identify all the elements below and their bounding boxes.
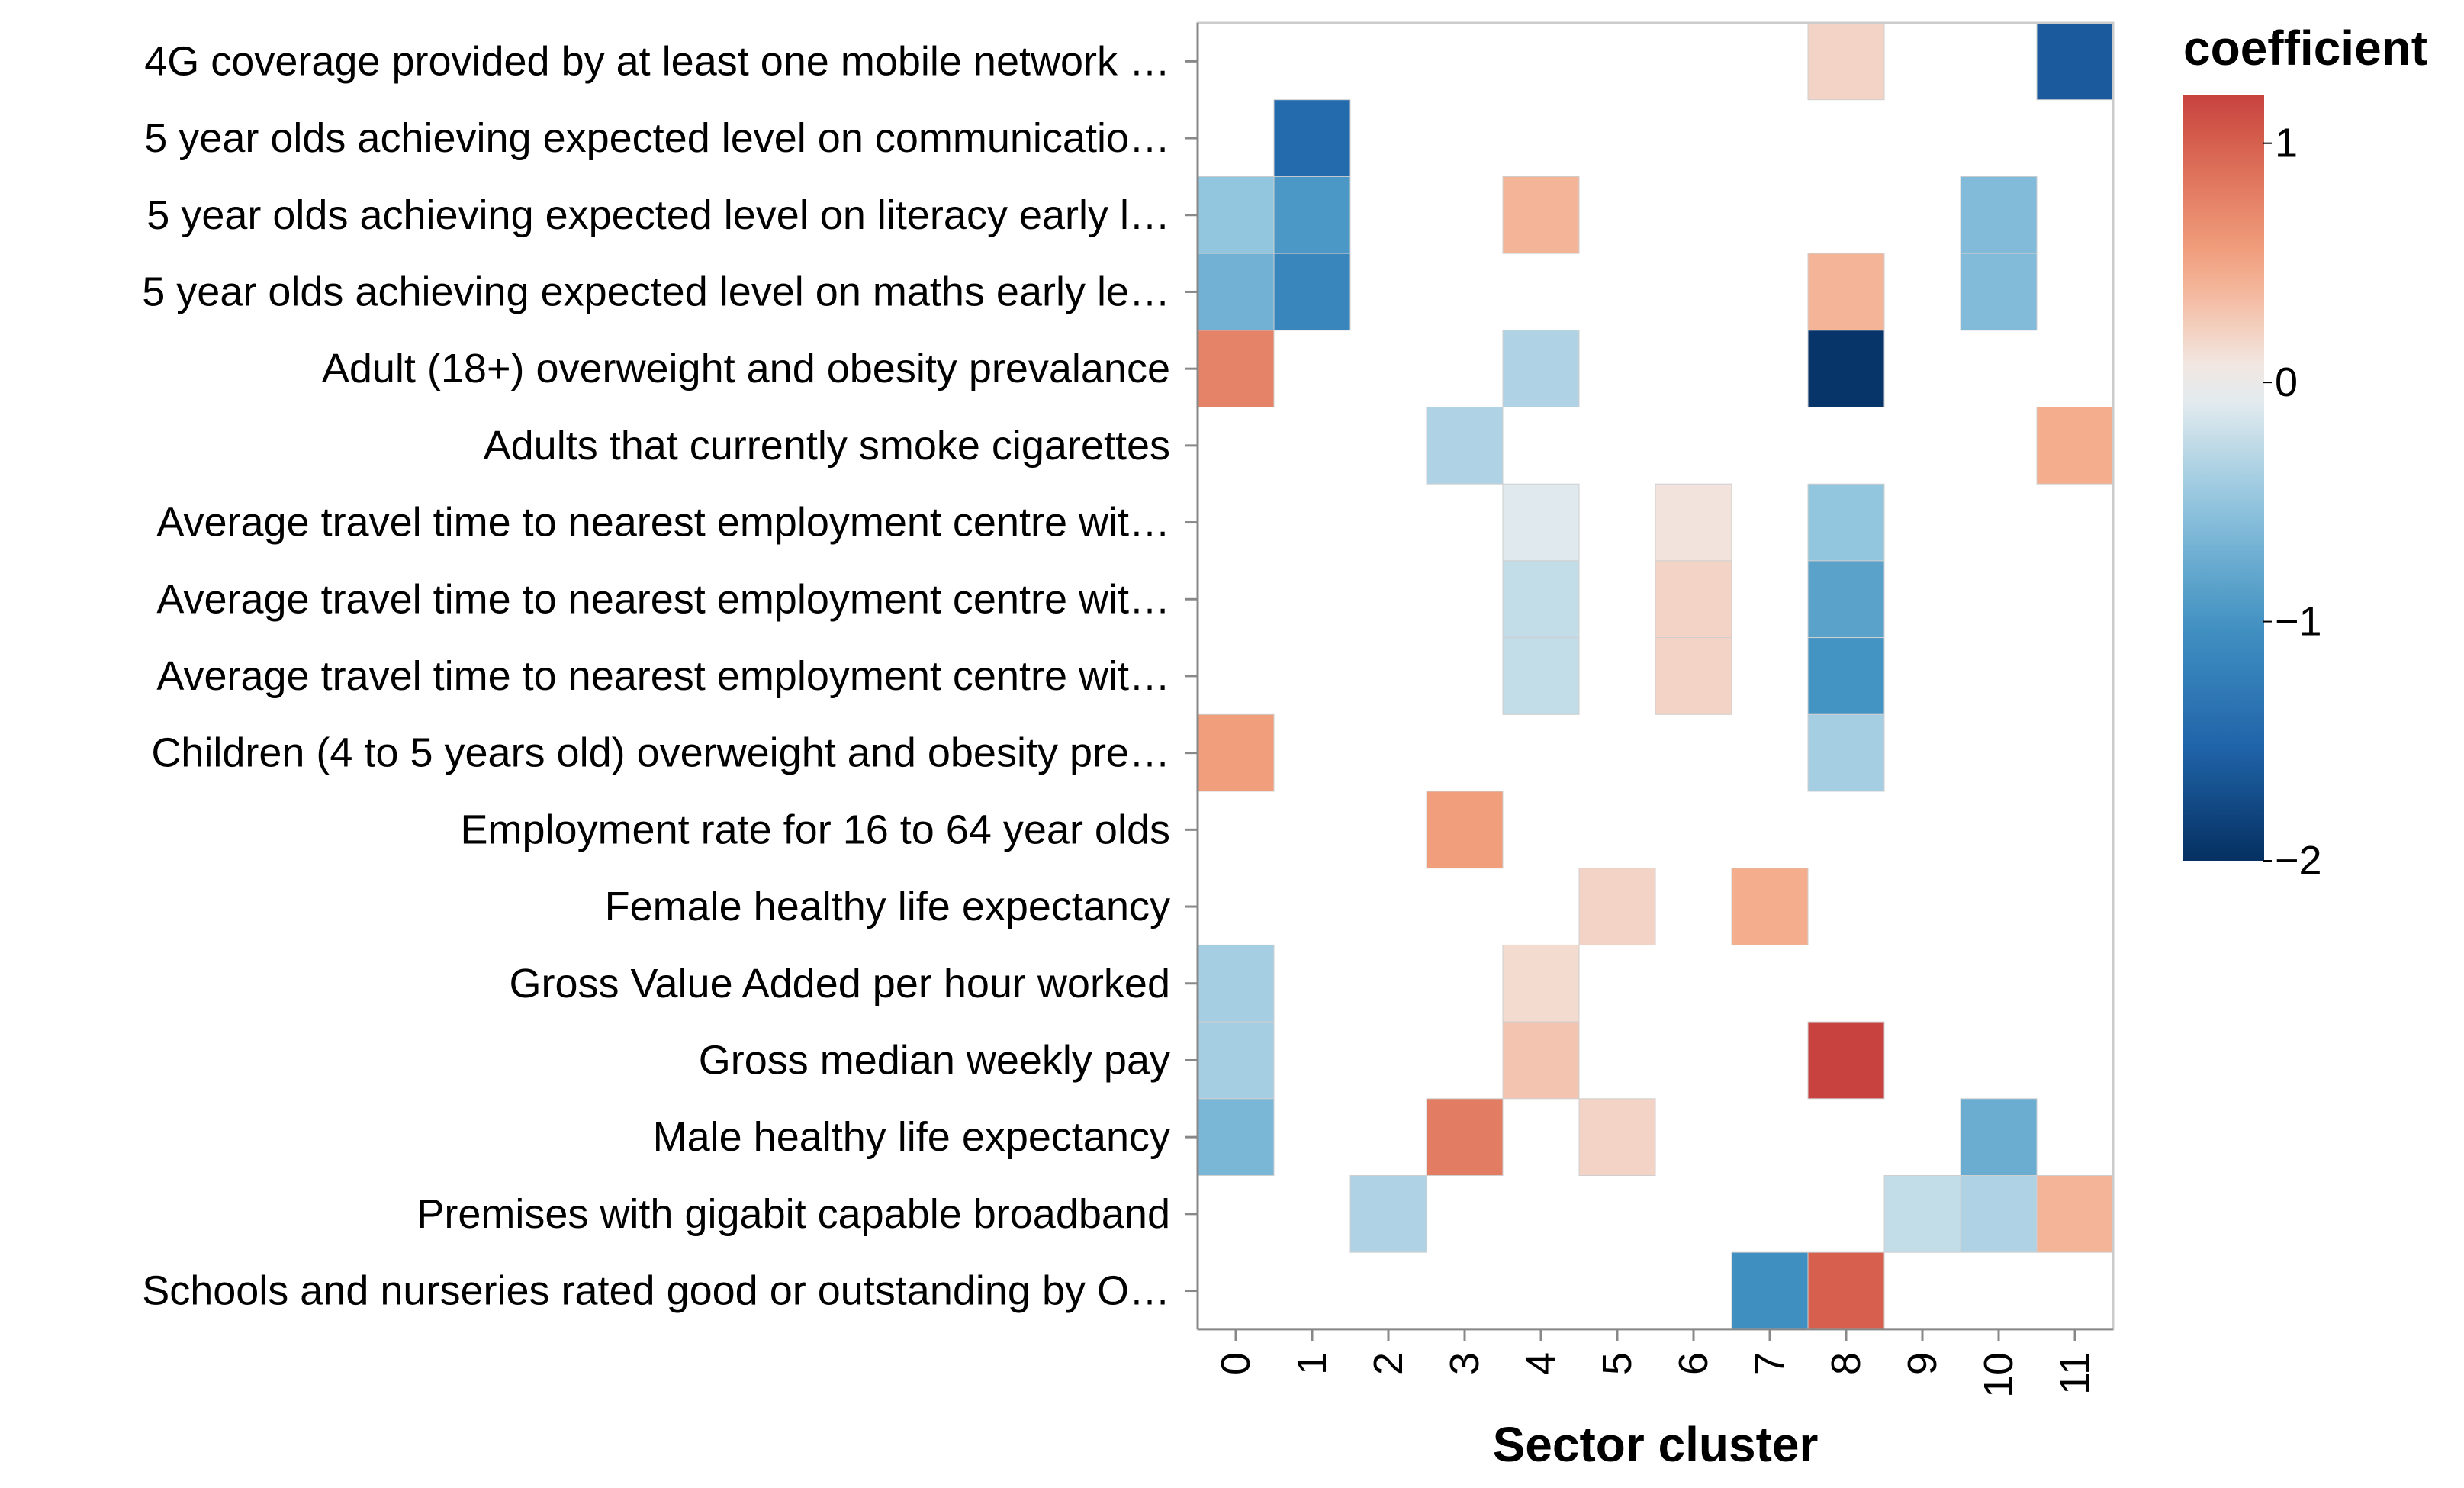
heatmap-cell xyxy=(1426,407,1504,485)
heatmap-cell xyxy=(1197,1021,1275,1100)
x-tick-label: 2 xyxy=(1365,1352,1411,1375)
x-tick-label: 8 xyxy=(1823,1352,1869,1375)
y-tick-label: Male healthy life expectancy xyxy=(653,1114,1170,1160)
y-tick-label: 4G coverage provided by at least one mob… xyxy=(144,38,1170,84)
heatmap-cell xyxy=(1426,1098,1504,1177)
heatmap-cell xyxy=(1807,560,1885,639)
x-tick-label: 11 xyxy=(2052,1352,2098,1395)
heatmap-cell xyxy=(1960,1098,2038,1177)
heatmap-cell xyxy=(1197,176,1275,254)
legend-tick-label: 0 xyxy=(2275,359,2298,405)
x-tick-label: 4 xyxy=(1518,1352,1564,1375)
y-axis: 4G coverage provided by at least one mob… xyxy=(142,38,1198,1314)
heatmap-cell xyxy=(1197,713,1275,792)
x-tick-label: 1 xyxy=(1289,1352,1335,1375)
y-tick-label: Average travel time to nearest employmen… xyxy=(156,576,1170,622)
heatmap-cell xyxy=(1502,560,1580,639)
y-tick-label: Gross median weekly pay xyxy=(699,1037,1170,1083)
heatmap-cell xyxy=(1655,483,1732,562)
heatmap-cell xyxy=(1807,637,1885,715)
heatmap-cell xyxy=(1578,1098,1656,1177)
x-tick-label: 7 xyxy=(1747,1352,1793,1375)
y-tick-label: Adult (18+) overweight and obesity preva… xyxy=(322,346,1170,391)
y-tick-label: Adults that currently smoke cigarettes xyxy=(484,423,1170,469)
heatmap-cell xyxy=(1349,1175,1427,1253)
y-tick-label: Female healthy life expectancy xyxy=(605,884,1170,929)
y-tick-label: 5 year olds achieving expected level on … xyxy=(144,115,1170,161)
legend-title: coefficient xyxy=(2183,21,2427,76)
x-tick-label: 6 xyxy=(1671,1352,1716,1375)
x-tick-label: 10 xyxy=(1976,1352,2022,1398)
heatmap-cell xyxy=(1502,944,1580,1023)
x-axis: 0 1 2 3 4 5 6 7 8 9 10 11 xyxy=(1213,1329,2098,1398)
y-tick-label: Children (4 to 5 years old) overweight a… xyxy=(151,730,1170,776)
x-tick-label: 0 xyxy=(1213,1352,1259,1375)
heatmap-cell xyxy=(1426,791,1504,869)
heatmap-cell xyxy=(2036,1175,2114,1253)
y-tick-label: Average travel time to nearest employmen… xyxy=(156,653,1170,699)
heatmap-cell xyxy=(1807,483,1885,562)
heatmap-cell xyxy=(2036,407,2114,485)
x-tick-label: 3 xyxy=(1442,1352,1488,1375)
legend-tick-label: −2 xyxy=(2275,838,2322,884)
heatmap-cell xyxy=(1273,176,1351,254)
heatmap-cell xyxy=(1273,99,1351,177)
heatmap-cell xyxy=(1883,1175,1961,1253)
heatmap-cell xyxy=(1731,868,1809,945)
x-tick-label: 5 xyxy=(1594,1352,1640,1375)
heatmap-cell xyxy=(1502,176,1580,254)
heatmap-cell xyxy=(1655,560,1732,639)
heatmap-cell xyxy=(1807,1251,1885,1330)
legend-ticks: 1 0 −1 −2 xyxy=(2263,121,2322,884)
heatmap-cell xyxy=(1960,1175,2038,1253)
heatmap-cell xyxy=(1807,22,1885,101)
heatmap-cell xyxy=(1731,1251,1809,1330)
heatmap-cell xyxy=(2036,22,2114,101)
y-tick-label: Gross Value Added per hour worked xyxy=(509,961,1170,1006)
legend-tick-label: −1 xyxy=(2275,599,2322,645)
legend-tick-label: 1 xyxy=(2275,121,2298,166)
y-tick-label: 5 year olds achieving expected level on … xyxy=(142,269,1170,314)
heatmap-cell xyxy=(1197,253,1275,331)
heatmap-cell xyxy=(1807,253,1885,331)
heatmap-cell xyxy=(1502,330,1580,407)
heatmap-cell xyxy=(1502,483,1580,562)
y-tick-label: Average travel time to nearest employmen… xyxy=(156,500,1170,546)
heatmap-cell xyxy=(1807,1021,1885,1100)
y-tick-label: Schools and nurseries rated good or outs… xyxy=(142,1268,1170,1314)
heatmap-cell xyxy=(1807,330,1885,407)
heatmap-cell xyxy=(1197,330,1275,407)
heatmap-cell xyxy=(1502,1021,1580,1100)
heatmap-cell xyxy=(1960,176,2038,254)
heatmap-cell xyxy=(1807,713,1885,792)
heatmap-cell xyxy=(1273,253,1351,331)
y-tick-label: 5 year olds achieving expected level on … xyxy=(146,192,1170,238)
heatmap-cell xyxy=(1197,944,1275,1023)
heatmap-cells xyxy=(1197,22,2114,1330)
heatmap-cell xyxy=(1197,1098,1275,1177)
x-tick-label: 9 xyxy=(1899,1352,1945,1375)
y-tick-label: Premises with gigabit capable broadband xyxy=(417,1191,1170,1237)
legend-color-bar xyxy=(2183,95,2264,861)
x-axis-title: Sector cluster xyxy=(1493,1417,1819,1472)
heatmap-cell xyxy=(1578,868,1656,945)
heatmap-cell xyxy=(1502,637,1580,715)
heatmap-cell xyxy=(1960,253,2038,331)
y-tick-label: Employment rate for 16 to 64 year olds xyxy=(461,807,1170,852)
heatmap-cell xyxy=(1655,637,1732,715)
